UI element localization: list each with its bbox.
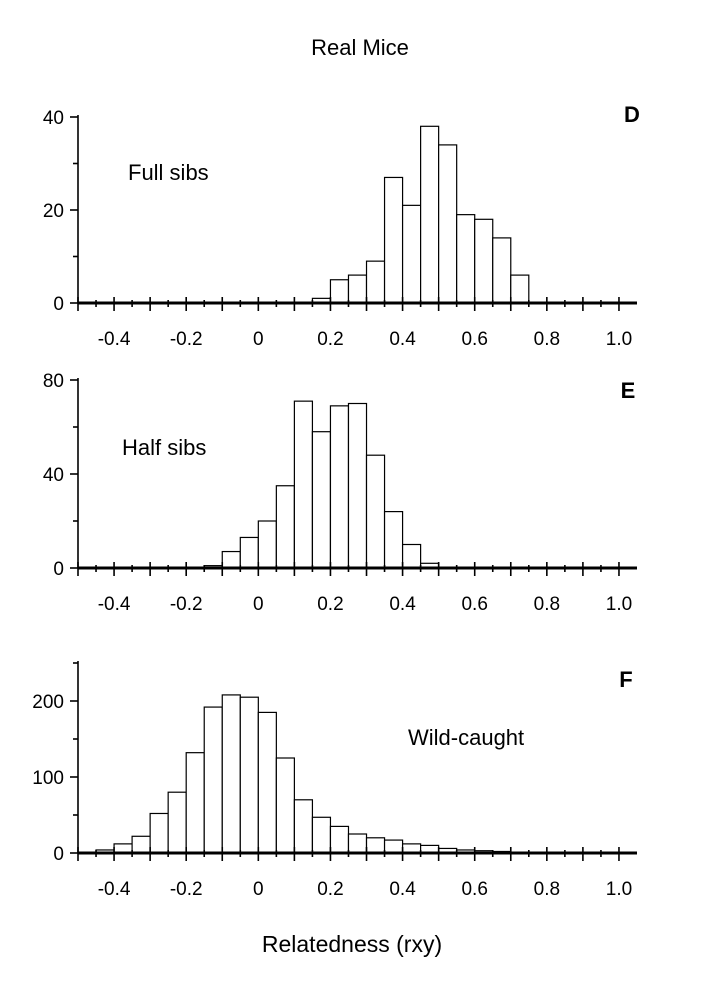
panel-e-bar <box>293 400 314 569</box>
panel-d-bar <box>438 144 458 304</box>
panel-e-x-tick-label: 0 <box>253 594 264 615</box>
panel-e-bar <box>311 431 332 569</box>
panel-d-bar <box>383 176 404 304</box>
panel-f-x-tick-label: 0.8 <box>534 879 560 900</box>
panel-f-letter: F <box>619 667 632 692</box>
panel-d-x-tick-label: -0.2 <box>170 329 203 350</box>
panel-f-bar <box>383 839 404 854</box>
panel-f-bar <box>329 825 350 854</box>
panel-f-bar <box>347 833 368 854</box>
panel-f-x-tick-label: 0.2 <box>317 879 343 900</box>
panel-d-bar <box>492 237 512 304</box>
panel-d-bar <box>456 214 476 304</box>
panel-e-bar <box>275 485 295 569</box>
panel-d-bar <box>510 274 530 304</box>
panel-e-bar <box>221 550 241 569</box>
panel-e-bar <box>329 405 350 569</box>
panel-f-bar <box>275 757 295 854</box>
panel-e-bar <box>401 543 422 569</box>
panel-e: E Half sibs 0 40 80 -0.4 -0.2 0 0.2 0.4 0.6 0.8 1.… <box>43 371 637 615</box>
panel-f: F Wild-caught 0 100 200 -0.4 -0.2 0 0.2 0.4 0.6 0… <box>32 661 637 900</box>
panel-e-x-tick-label: 0.2 <box>317 594 343 615</box>
panel-d-x-tick-label: 0 <box>253 329 264 350</box>
panel-f-x-tick-label: -0.4 <box>98 879 131 900</box>
panel-e-x-tick-label: -0.2 <box>170 594 203 615</box>
panel-d-y-tick-label: 40 <box>43 108 64 129</box>
panel-f-x-tick-label: -0.2 <box>170 879 203 900</box>
panel-e-x-tick-label: 0.8 <box>534 594 560 615</box>
panel-d-x-tick-label: 1.0 <box>606 329 632 350</box>
panel-f-bar <box>149 812 169 854</box>
panel-f-bar <box>293 799 314 854</box>
panel-f-y-tick-label: 100 <box>32 768 64 789</box>
panel-f-bar <box>311 816 332 854</box>
panel-e-y-tick-label: 0 <box>53 559 64 580</box>
panel-d-x-tick-label: 0.2 <box>317 329 343 350</box>
panel-e-x-tick-label: -0.4 <box>98 594 131 615</box>
panel-e-x-tick-label: 1.0 <box>606 594 632 615</box>
panel-d-bar <box>420 125 440 304</box>
panel-e-x-tick-label: 0.4 <box>389 594 416 615</box>
panel-d-bar <box>401 204 422 304</box>
panel-e-letter: E <box>621 378 636 403</box>
x-axis-label: Relatedness (rxy) <box>262 931 442 957</box>
panel-d-bar <box>329 279 350 304</box>
panel-e-x-tick-label: 0.6 <box>461 594 487 615</box>
panel-e-y-tick-label: 40 <box>43 465 64 486</box>
panel-e-bar <box>239 536 259 569</box>
panel-d-annotation: Full sibs <box>128 160 209 185</box>
panel-e-bar <box>257 520 277 569</box>
panel-f-x-tick-label: 0 <box>253 879 264 900</box>
panel-e-bar <box>383 511 404 569</box>
panel-f-bar <box>365 837 386 854</box>
panel-f-x-tick-label: 1.0 <box>606 879 632 900</box>
panel-d: D Full sibs 0 20 40 -0.4 -0.2 0 0.2 0.4 0.6 0.8 1.… <box>43 102 640 350</box>
panel-d-bar <box>365 260 386 304</box>
panel-d-bar <box>347 274 368 304</box>
panel-f-y-tick-label: 0 <box>53 844 64 865</box>
panel-d-bar <box>474 218 494 304</box>
panel-f-x-tick-label: 0.6 <box>461 879 487 900</box>
panel-d-x-tick-label: 0.8 <box>534 329 560 350</box>
panel-d-x-tick-label: 0.4 <box>389 329 416 350</box>
panel-f-bar <box>203 706 223 854</box>
panel-d-letter: D <box>624 102 640 127</box>
panel-f-annotation: Wild-caught <box>408 725 524 750</box>
panel-e-y-tick-label: 80 <box>43 371 64 392</box>
panel-d-x-tick-label: 0.6 <box>461 329 487 350</box>
panel-f-x-tick-label: 0.4 <box>389 879 416 900</box>
panel-f-bar <box>131 835 151 854</box>
panel-f-bar <box>257 711 277 854</box>
panel-e-annotation: Half sibs <box>122 435 206 460</box>
panel-f-y-tick-label: 200 <box>32 692 64 713</box>
panel-e-bar <box>365 454 386 569</box>
panel-d-y-tick-label: 20 <box>43 201 64 222</box>
panel-f-bar <box>185 752 205 854</box>
panel-f-bar <box>239 696 259 854</box>
panel-d-x-tick-label: -0.4 <box>98 329 131 350</box>
panel-e-bar <box>347 402 368 569</box>
panel-f-bar <box>167 791 187 854</box>
panel-f-bar <box>221 694 241 854</box>
figure-title: Real Mice <box>311 35 409 60</box>
panel-d-y-tick-label: 0 <box>53 294 64 315</box>
